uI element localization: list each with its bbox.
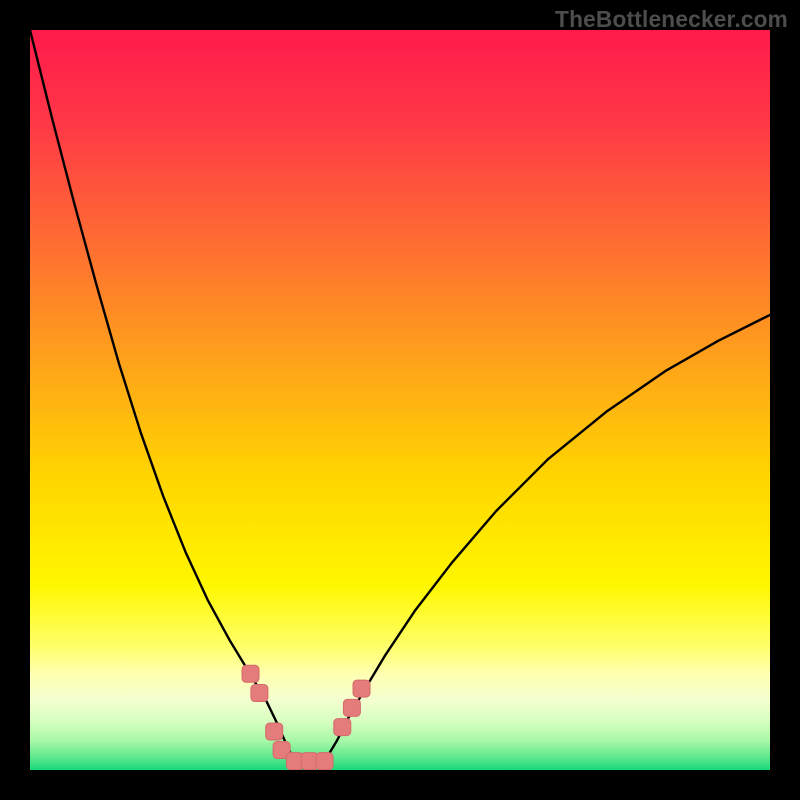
curve-marker — [316, 753, 333, 770]
curve-marker — [353, 680, 370, 697]
curve-marker — [343, 699, 360, 716]
curve-marker — [242, 665, 259, 682]
curve-marker — [251, 685, 268, 702]
watermark-text: TheBottlenecker.com — [555, 6, 788, 33]
plot-area — [30, 30, 770, 770]
chart-frame: TheBottlenecker.com — [0, 0, 800, 800]
curve-marker — [266, 723, 283, 740]
curve-marker — [334, 719, 351, 736]
chart-svg — [30, 30, 770, 770]
gradient-background — [30, 30, 770, 770]
